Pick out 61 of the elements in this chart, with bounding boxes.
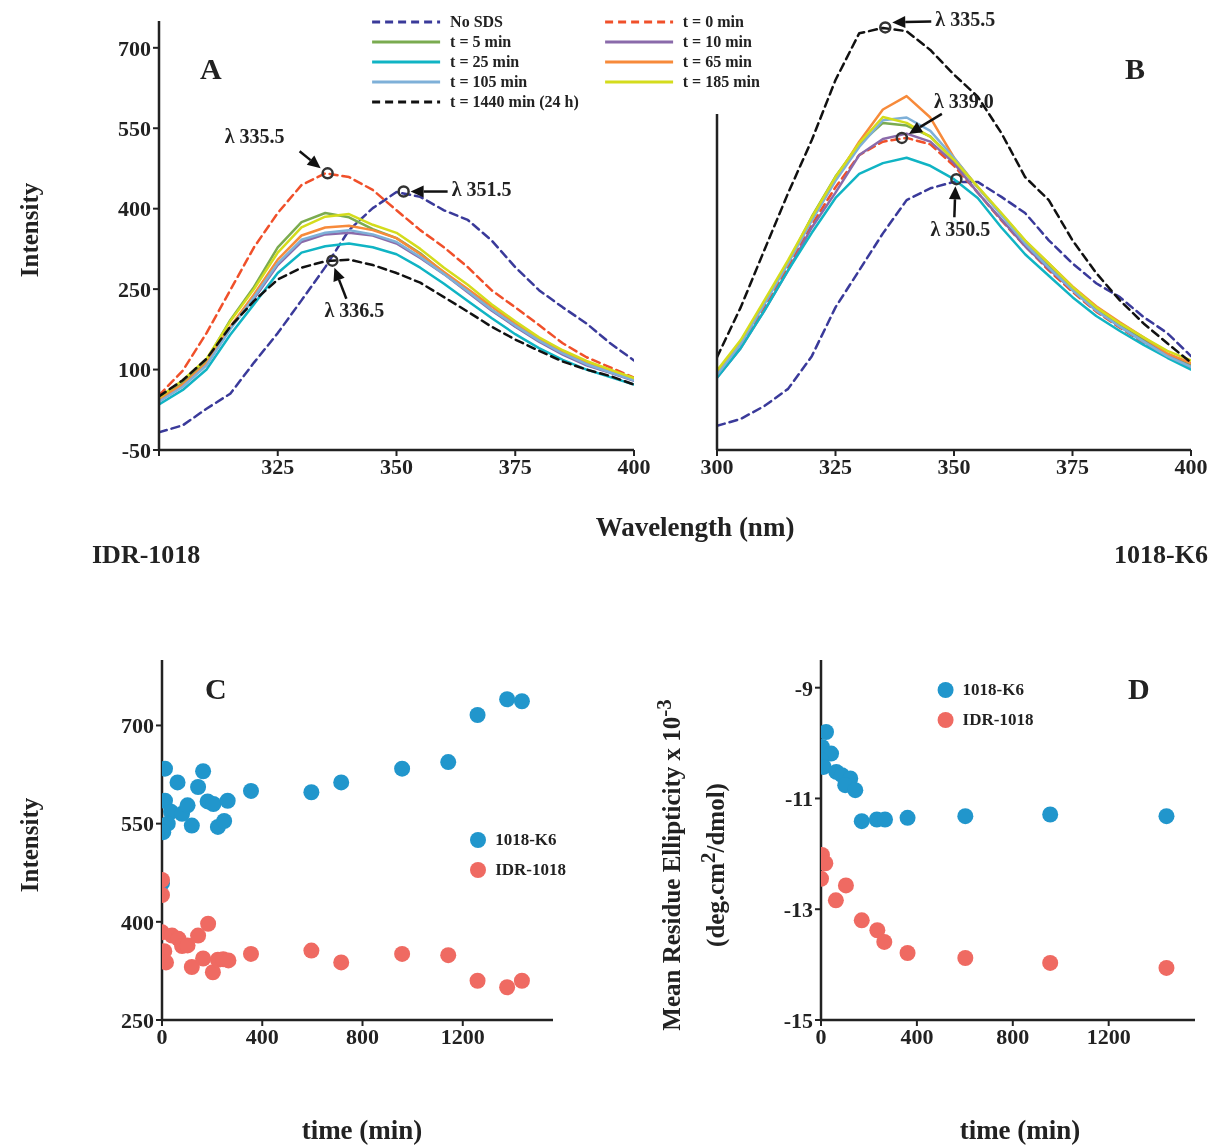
legend-label: t = 1440 min (24 h) xyxy=(450,92,579,112)
chart-title: D xyxy=(1128,672,1150,706)
y-tick-label: 550 xyxy=(118,116,151,142)
annotation: λ 335.5 xyxy=(224,124,285,147)
y-tick-label: -15 xyxy=(783,1007,813,1033)
y-tick-label: 550 xyxy=(121,811,154,837)
legend-label: t = 0 min xyxy=(682,12,744,32)
annotation: λ 336.5 xyxy=(324,299,385,322)
legend-label: 1018-K6 xyxy=(495,830,557,850)
text: IDR-1018 xyxy=(92,540,201,570)
annotation: λ 335.5 xyxy=(935,8,996,31)
x-axis-title: time (min) xyxy=(959,1114,1081,1146)
legend-label: 1018-K6 xyxy=(962,680,1024,700)
text: B xyxy=(1125,52,1146,86)
x-tick-label: 375 xyxy=(498,453,532,479)
x-tick-label: 375 xyxy=(1056,453,1089,479)
x-tick-label: 325 xyxy=(261,453,295,479)
x-tick-label: 1200 xyxy=(440,1023,485,1049)
y-tick-label: 250 xyxy=(121,1007,154,1033)
y-axis-title: Intensity xyxy=(15,181,44,280)
y-tick-label: -11 xyxy=(784,786,813,812)
x-axis-title: time (min) xyxy=(301,1114,423,1146)
text: A xyxy=(200,52,222,86)
x-tick-label: 400 xyxy=(245,1023,279,1049)
x-tick-label: 800 xyxy=(346,1023,380,1049)
x-axis-title: Wavelength (nm) xyxy=(595,511,795,543)
y-tick-label: -50 xyxy=(121,437,151,463)
x-tick-label: 1200 xyxy=(1086,1023,1131,1049)
y-tick-label: 400 xyxy=(121,909,154,935)
y-tick-label: 700 xyxy=(121,713,154,739)
annotation: λ 350.5 xyxy=(930,217,991,240)
legend-label: IDR-1018 xyxy=(962,710,1034,730)
x-tick-label: 400 xyxy=(1174,453,1208,479)
y-tick-label: 400 xyxy=(118,196,151,222)
y-tick-label: 100 xyxy=(118,357,151,383)
x-tick-label: 350 xyxy=(380,453,413,479)
x-tick-label: 0 xyxy=(815,1023,827,1049)
x-tick-label: 325 xyxy=(819,453,852,479)
annotation: λ 351.5 xyxy=(451,178,512,201)
legend-label: t = 5 min xyxy=(450,32,512,52)
annotation: λ 339.0 xyxy=(933,90,994,113)
legend-label: t = 65 min xyxy=(682,52,752,72)
legend-label: t = 10 min xyxy=(682,32,752,52)
legend-label: IDR-1018 xyxy=(495,860,566,880)
legend-label: t = 185 min xyxy=(682,72,760,92)
legend-label: No SDS xyxy=(450,12,504,32)
x-tick-label: 300 xyxy=(700,453,734,479)
legend-label: t = 25 min xyxy=(450,52,520,72)
x-tick-label: 350 xyxy=(937,453,971,479)
y-tick-label: -9 xyxy=(794,675,813,701)
y-tick-label: 250 xyxy=(118,276,151,302)
x-tick-label: 400 xyxy=(900,1023,934,1049)
text: 1018-K6 xyxy=(1114,540,1208,570)
legend-label: t = 105 min xyxy=(450,72,528,92)
x-tick-label: 800 xyxy=(996,1023,1030,1049)
chart-title: C xyxy=(205,672,227,706)
x-tick-label: 400 xyxy=(617,453,651,479)
y-tick-label: 700 xyxy=(118,35,151,61)
x-tick-label: 0 xyxy=(156,1023,168,1049)
y-tick-label: -13 xyxy=(783,897,813,923)
y-axis-title: Intensity xyxy=(15,796,44,895)
